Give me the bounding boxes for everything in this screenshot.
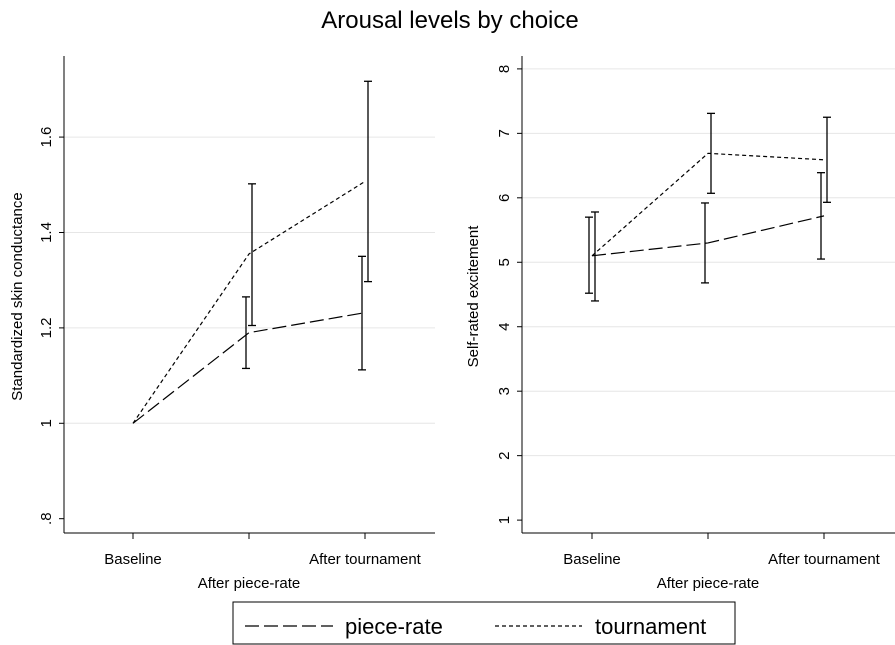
series-line-tournament: [132, 180, 366, 424]
chart-self-rated-excitement: 1 2 3 4 5 6 7 8 Baseline After piece-rate After to…: [465, 56, 895, 592]
y-tick-label: 6: [496, 194, 513, 202]
y-tick-label: 7: [496, 129, 513, 137]
legend-label-tournament: tournament: [595, 614, 706, 639]
chart-skin-conductance: .8 1 1.2 1.4 1.6 Baseline After piece-rate Afte…: [9, 56, 435, 592]
x-tick-label: After piece-rate: [198, 575, 301, 592]
y-tick-label: 8: [496, 65, 513, 73]
y-tick-label: 1: [496, 516, 513, 524]
legend-label-piece-rate: piece-rate: [345, 614, 443, 639]
y-tick-label: 4: [496, 323, 513, 331]
y-tick-label: 3: [496, 387, 513, 395]
x-tick-label: After piece-rate: [657, 575, 760, 592]
y-tick-label: 1.4: [38, 222, 55, 243]
y-tick-label: 1.2: [38, 317, 55, 338]
y-tick-label: 2: [496, 451, 513, 459]
series-line-tournament: [591, 152, 825, 257]
legend: piece-rate tournament: [232, 601, 736, 645]
series-line-piece-rate: [591, 215, 825, 257]
y-tick-label: .8: [38, 512, 55, 525]
x-tick-label: After tournament: [768, 551, 881, 568]
y-axis-label: Standardized skin conductance: [9, 192, 26, 400]
y-tick-label: 5: [496, 258, 513, 266]
x-tick-label: After tournament: [309, 551, 422, 568]
y-tick-label: 1.6: [38, 127, 55, 148]
series-line-piece-rate: [132, 312, 366, 424]
legend-box: [232, 601, 736, 645]
y-axis-label: Self-rated excitement: [465, 225, 482, 368]
y-tick-label: 1: [38, 419, 55, 427]
x-tick-label: Baseline: [104, 551, 162, 568]
figure-title: Arousal levels by choice: [321, 7, 578, 34]
x-tick-label: Baseline: [563, 551, 621, 568]
